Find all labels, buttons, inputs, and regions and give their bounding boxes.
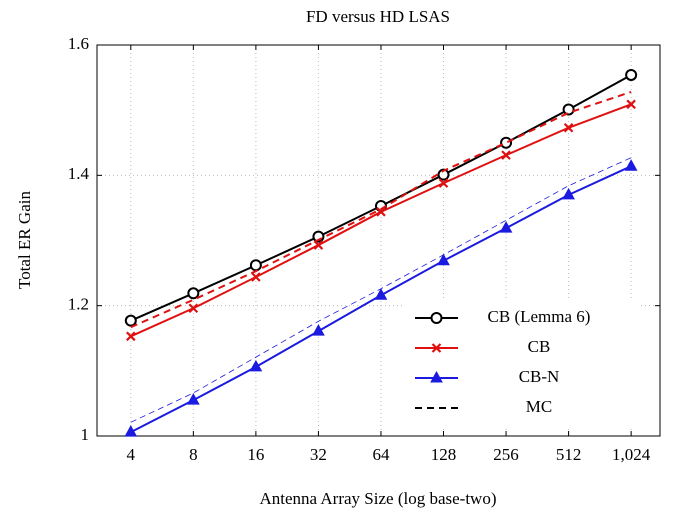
marker	[376, 207, 386, 217]
y-tick-label: 1.6	[68, 34, 89, 53]
y-tick-label: 1	[81, 425, 90, 444]
x-tick-label: 128	[431, 445, 457, 464]
x-axis-label: Antenna Array Size (log base-two)	[260, 489, 497, 508]
legend-label: MC	[526, 397, 552, 416]
marker	[187, 393, 200, 405]
x-tick-label: 16	[247, 445, 264, 464]
marker	[187, 287, 200, 300]
legend-box	[404, 299, 641, 427]
y-axis-label: Total ER Gain	[15, 191, 34, 289]
marker	[626, 99, 636, 110]
series-line	[130, 157, 632, 423]
legend-label: CB (Lemma 6)	[488, 307, 591, 326]
marker	[251, 272, 261, 282]
x-tick-label: 64	[372, 445, 390, 464]
marker	[624, 159, 638, 171]
legend-label: CB	[528, 337, 551, 356]
marker	[124, 425, 138, 437]
series-line	[130, 90, 632, 329]
marker	[500, 136, 513, 149]
chart-title: FD versus HD LSAS	[306, 7, 450, 26]
marker	[499, 221, 513, 233]
x-tick-label: 512	[556, 445, 582, 464]
marker	[562, 103, 575, 116]
x-tick-label: 32	[310, 445, 327, 464]
marker	[625, 68, 638, 81]
marker	[437, 253, 450, 266]
x-tick-label: 256	[493, 445, 519, 464]
marker	[313, 240, 324, 250]
x-tick-label: 1,024	[612, 445, 651, 464]
marker	[188, 303, 199, 314]
legend-label: CB-N	[519, 367, 560, 386]
marker	[438, 178, 449, 188]
x-tick-label: 4	[127, 445, 136, 464]
y-tick-label: 1.2	[68, 295, 89, 314]
marker	[312, 324, 325, 336]
marker	[562, 187, 575, 200]
marker	[124, 314, 137, 327]
marker	[249, 259, 262, 272]
marker	[374, 288, 388, 300]
marker	[126, 331, 136, 342]
marker	[430, 370, 443, 383]
marker	[431, 343, 442, 353]
y-tick-label: 1.4	[68, 164, 90, 183]
marker	[249, 359, 263, 372]
legend: CB (Lemma 6) CB CB-N MC	[404, 299, 641, 427]
plot-frame	[96, 44, 661, 437]
marker	[563, 122, 574, 133]
x-tick-label: 8	[189, 445, 198, 464]
marker	[430, 312, 443, 324]
marker	[501, 150, 511, 160]
